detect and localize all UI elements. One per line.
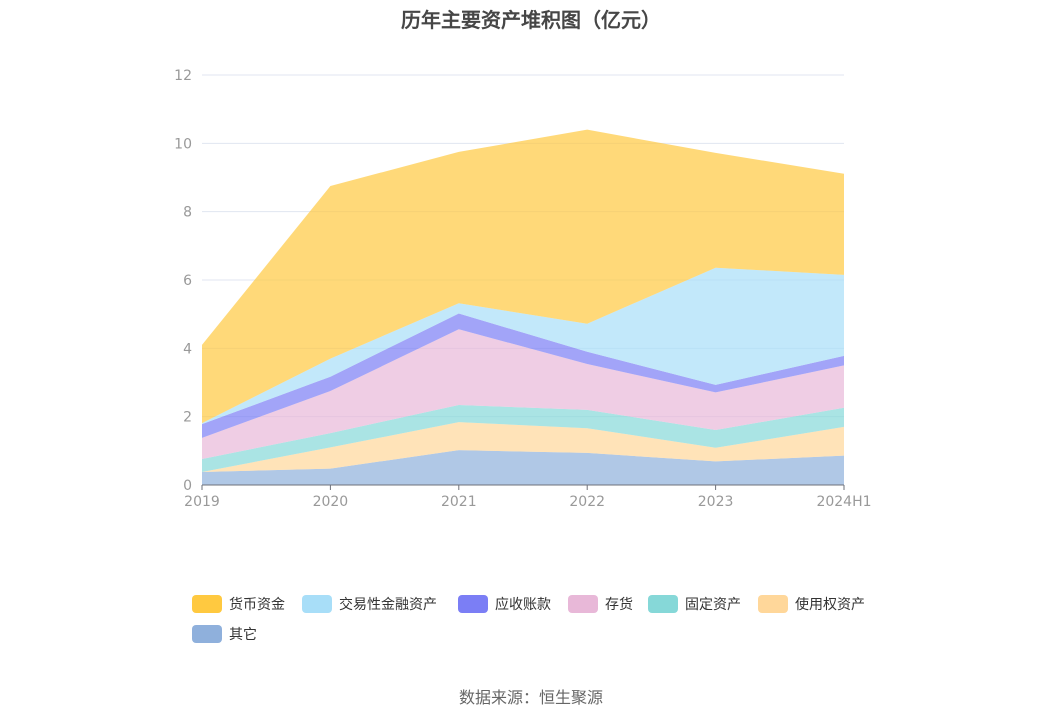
area-series bbox=[202, 405, 844, 473]
y-tick-label: 6 bbox=[183, 273, 192, 289]
legend-swatch bbox=[192, 595, 222, 613]
legend-label: 使用权资产 bbox=[795, 597, 865, 613]
x-tick-label: 2023 bbox=[698, 494, 734, 510]
area-series bbox=[202, 329, 844, 460]
legend-swatch bbox=[192, 625, 222, 643]
legend-label: 其它 bbox=[229, 627, 257, 643]
y-tick-label: 4 bbox=[183, 341, 192, 357]
legend-label: 应收账款 bbox=[495, 597, 551, 613]
legend-item[interactable]: 应收账款 bbox=[458, 594, 551, 614]
legend-swatch bbox=[302, 595, 332, 613]
chart-title: 历年主要资产堆积图（亿元） bbox=[401, 8, 661, 32]
x-tick-label: 2022 bbox=[569, 494, 605, 510]
legend-item[interactable]: 交易性金融资产 bbox=[302, 594, 437, 614]
x-tick-label: 2021 bbox=[441, 494, 477, 510]
y-tick-label: 8 bbox=[183, 205, 192, 221]
y-tick-label: 10 bbox=[174, 136, 192, 152]
y-tick-label: 12 bbox=[174, 68, 192, 84]
legend-label: 存货 bbox=[605, 597, 633, 613]
legend-label: 交易性金融资产 bbox=[339, 597, 437, 613]
legend-item[interactable]: 货币资金 bbox=[192, 594, 285, 614]
area-series bbox=[202, 422, 844, 473]
legend-item[interactable]: 使用权资产 bbox=[758, 594, 865, 614]
legend-label: 货币资金 bbox=[229, 597, 285, 613]
legend-swatch bbox=[648, 595, 678, 613]
area-series bbox=[202, 450, 844, 485]
legend-swatch bbox=[568, 595, 598, 613]
x-tick-label: 2019 bbox=[184, 494, 220, 510]
legend-item[interactable]: 存货 bbox=[568, 594, 633, 614]
area-series bbox=[202, 313, 844, 438]
y-tick-label: 0 bbox=[183, 478, 192, 494]
y-tick-label: 2 bbox=[183, 410, 192, 426]
legend-item[interactable]: 其它 bbox=[192, 624, 257, 644]
legend-swatch bbox=[458, 595, 488, 613]
legend-label: 固定资产 bbox=[685, 597, 741, 613]
x-tick-label: 2020 bbox=[313, 494, 349, 510]
area-series bbox=[202, 129, 844, 424]
area-series bbox=[202, 267, 844, 425]
data-source: 数据来源：恒生聚源 bbox=[458, 688, 603, 707]
legend-item[interactable]: 固定资产 bbox=[648, 594, 741, 614]
legend-swatch bbox=[758, 595, 788, 613]
x-tick-label: 2024H1 bbox=[816, 494, 871, 510]
